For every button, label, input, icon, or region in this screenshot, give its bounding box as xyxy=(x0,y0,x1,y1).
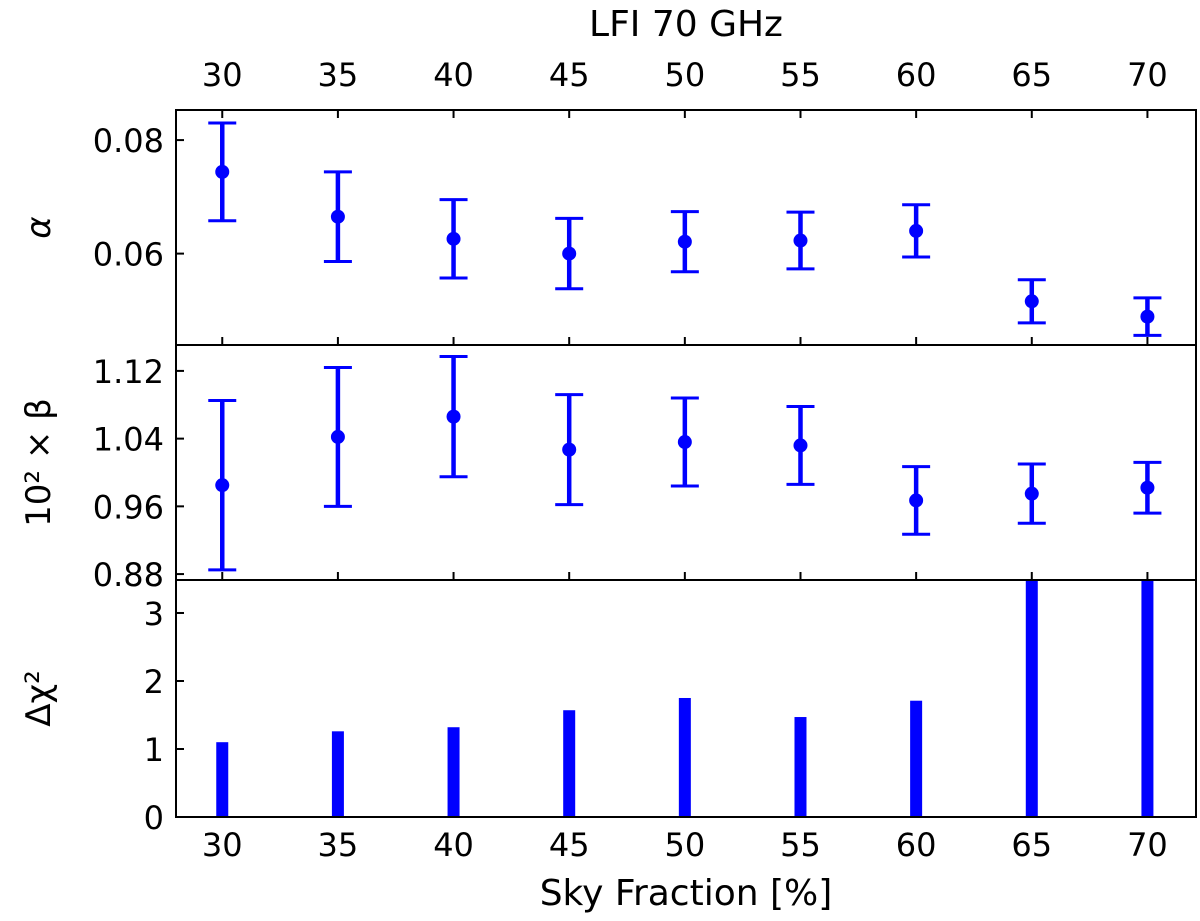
x-tick-label: 45 xyxy=(549,826,590,864)
y-tick-label: 3 xyxy=(144,595,164,633)
bar xyxy=(1141,580,1154,817)
data-point xyxy=(330,429,345,444)
x-tick-label-top: 65 xyxy=(1011,56,1052,94)
y-tick-label: 2 xyxy=(144,663,164,701)
data-point xyxy=(677,234,692,249)
x-tick-label-top: 30 xyxy=(202,56,243,94)
x-tick-label-top: 45 xyxy=(549,56,590,94)
x-tick-label-top: 50 xyxy=(664,56,705,94)
data-point xyxy=(215,164,230,179)
bar xyxy=(794,717,807,817)
x-tick-label: 35 xyxy=(318,826,359,864)
data-point xyxy=(1140,309,1155,324)
data-point xyxy=(793,233,808,248)
data-point xyxy=(562,442,577,457)
data-point xyxy=(1024,486,1039,501)
x-tick-label-top: 35 xyxy=(318,56,359,94)
data-point xyxy=(330,209,345,224)
y-tick-label: 0.08 xyxy=(93,122,164,160)
x-tick-label: 40 xyxy=(433,826,474,864)
bar xyxy=(1025,580,1038,817)
y-tick-label: 0 xyxy=(144,799,164,837)
data-point xyxy=(793,438,808,453)
y-axis-label: Δχ² xyxy=(19,670,59,727)
x-tick-label-top: 70 xyxy=(1127,56,1168,94)
data-point xyxy=(562,246,577,261)
y-tick-label: 1.12 xyxy=(93,353,164,391)
y-axis-label: 10² × β xyxy=(19,398,59,527)
y-axis-label: α xyxy=(19,216,59,238)
y-tick-label: 0.88 xyxy=(93,556,164,594)
x-tick-label: 60 xyxy=(896,826,937,864)
data-point xyxy=(909,223,924,238)
x-tick-label: 55 xyxy=(780,826,821,864)
bar xyxy=(910,700,923,817)
bar xyxy=(216,742,229,817)
x-tick-label: 65 xyxy=(1011,826,1052,864)
data-point xyxy=(446,231,461,246)
data-point xyxy=(1024,294,1039,309)
y-tick-label: 1 xyxy=(144,731,164,769)
x-axis-label: Sky Fraction [%] xyxy=(540,873,833,914)
y-tick-label: 1.04 xyxy=(93,421,164,459)
data-point xyxy=(215,478,230,493)
x-tick-label: 50 xyxy=(664,826,705,864)
data-point xyxy=(677,435,692,450)
y-tick-label: 0.96 xyxy=(93,488,164,526)
x-tick-label: 30 xyxy=(202,826,243,864)
chart-title: LFI 70 GHz xyxy=(589,4,783,45)
x-tick-label-top: 55 xyxy=(780,56,821,94)
bar xyxy=(447,727,460,817)
bar xyxy=(563,710,576,817)
x-tick-label: 70 xyxy=(1127,826,1168,864)
data-point xyxy=(446,409,461,424)
data-point xyxy=(1140,480,1155,495)
bar xyxy=(331,731,344,817)
data-point xyxy=(909,493,924,508)
x-tick-label-top: 40 xyxy=(433,56,474,94)
panel-frame xyxy=(175,579,1197,818)
bar xyxy=(678,697,691,817)
x-tick-label-top: 60 xyxy=(896,56,937,94)
y-tick-label: 0.06 xyxy=(93,236,164,274)
